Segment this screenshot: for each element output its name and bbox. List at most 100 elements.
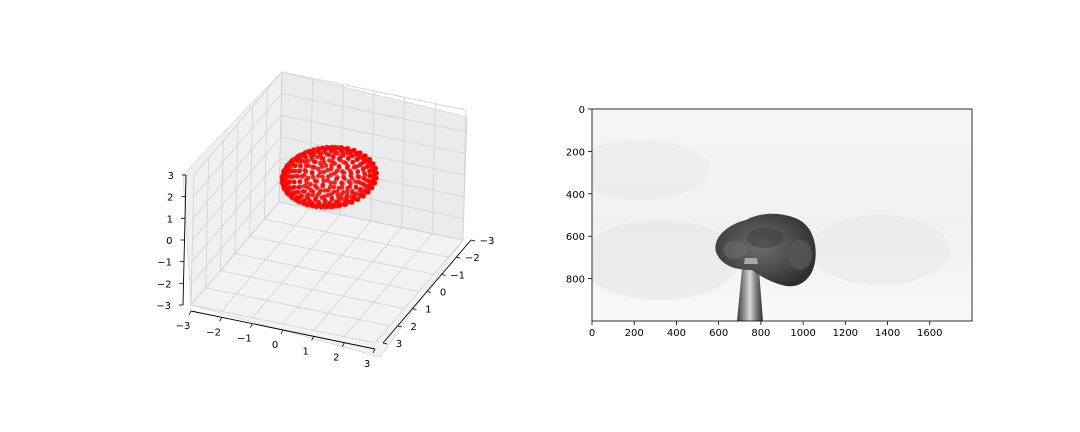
data-point — [348, 181, 353, 186]
data-point — [332, 180, 337, 185]
data-point — [316, 166, 321, 172]
data-point — [340, 189, 346, 195]
data-point — [330, 159, 335, 164]
data-point — [319, 156, 324, 161]
data-point — [344, 165, 350, 171]
data-point — [325, 188, 331, 193]
data-point — [356, 179, 361, 185]
data-point — [315, 149, 321, 154]
data-point — [321, 159, 327, 165]
data-point — [303, 159, 308, 165]
data-point — [291, 190, 297, 195]
data-point — [325, 178, 331, 183]
data-point — [303, 155, 309, 160]
image-y-tick-label: 800 — [566, 275, 585, 286]
data-point — [302, 183, 307, 189]
grid-line — [190, 174, 195, 306]
y-tick-label: −3 — [480, 236, 495, 247]
data-point — [310, 174, 316, 180]
image-x-tick-label: 400 — [667, 328, 686, 339]
data-point — [307, 198, 312, 203]
data-point — [289, 193, 294, 199]
data-point — [355, 169, 361, 175]
data-point — [365, 183, 371, 189]
data-point — [316, 173, 321, 179]
data-point — [365, 157, 371, 162]
image-y-tick-label: 200 — [566, 147, 585, 158]
data-point — [330, 203, 336, 208]
data-point — [337, 201, 342, 206]
y-tick-label: 1 — [425, 305, 431, 316]
z-tick-label: 2 — [167, 193, 173, 204]
data-point — [295, 174, 301, 179]
data-point — [369, 161, 375, 166]
data-point — [354, 157, 360, 162]
data-point — [334, 168, 340, 174]
photo — [592, 109, 972, 321]
y-tick-label: −1 — [450, 270, 465, 281]
x-tick — [219, 317, 223, 322]
data-point — [356, 174, 362, 180]
data-point — [350, 159, 356, 165]
data-point — [287, 189, 292, 194]
data-point — [310, 153, 316, 158]
data-point — [329, 163, 334, 168]
data-point — [317, 170, 323, 175]
grid-line — [193, 93, 282, 197]
data-point — [325, 192, 331, 198]
y-tick — [382, 342, 388, 345]
x-tick-label: 2 — [333, 353, 339, 364]
data-point — [364, 164, 370, 169]
data-point — [335, 175, 340, 180]
data-point — [323, 163, 329, 168]
image-x-tick-label: 1200 — [833, 328, 858, 339]
x-tick — [188, 310, 192, 316]
data-point — [329, 147, 335, 153]
x-tick-label: 3 — [364, 359, 370, 370]
y-tick — [470, 239, 476, 242]
z-tick-label: 3 — [168, 171, 174, 182]
data-point — [336, 163, 342, 169]
grid-line — [462, 109, 467, 241]
data-point — [343, 160, 349, 166]
data-point — [310, 201, 316, 206]
grid-line — [281, 71, 467, 111]
y-tick-label: 2 — [410, 322, 416, 333]
image-x-tick-label: 0 — [589, 328, 595, 339]
x-tick — [341, 342, 345, 347]
data-point — [357, 192, 363, 198]
image-y-tick-label: 0 — [579, 105, 585, 116]
data-point — [349, 195, 354, 200]
data-point — [309, 170, 315, 175]
image-x-tick-label: 1400 — [875, 328, 900, 339]
x-tick — [311, 336, 315, 341]
data-point — [295, 168, 301, 174]
data-point — [304, 194, 309, 199]
data-point — [297, 158, 303, 164]
grid-line — [205, 287, 390, 327]
data-point — [308, 187, 314, 193]
data-point — [323, 198, 328, 204]
data-point — [362, 172, 368, 177]
data-point — [298, 194, 304, 200]
data-point — [342, 176, 347, 181]
image-axes: 0 200 400 600 800 1000 1200 1400 1600 0 200 400 600 8… — [566, 105, 973, 339]
data-point — [339, 196, 345, 201]
x-tick-label: −3 — [176, 321, 191, 332]
data-point — [328, 184, 333, 190]
y-tick — [441, 273, 446, 276]
z-tick-label: −2 — [157, 279, 172, 290]
y-tick — [397, 325, 402, 328]
data-point — [302, 189, 308, 194]
data-point — [329, 196, 335, 202]
data-point — [283, 178, 289, 184]
y-tick-label: −2 — [465, 253, 480, 264]
image-y-tick-label: 400 — [566, 190, 585, 201]
data-point — [286, 167, 292, 173]
data-point — [314, 185, 320, 191]
data-point — [290, 168, 296, 174]
image-frame — [591, 108, 973, 322]
